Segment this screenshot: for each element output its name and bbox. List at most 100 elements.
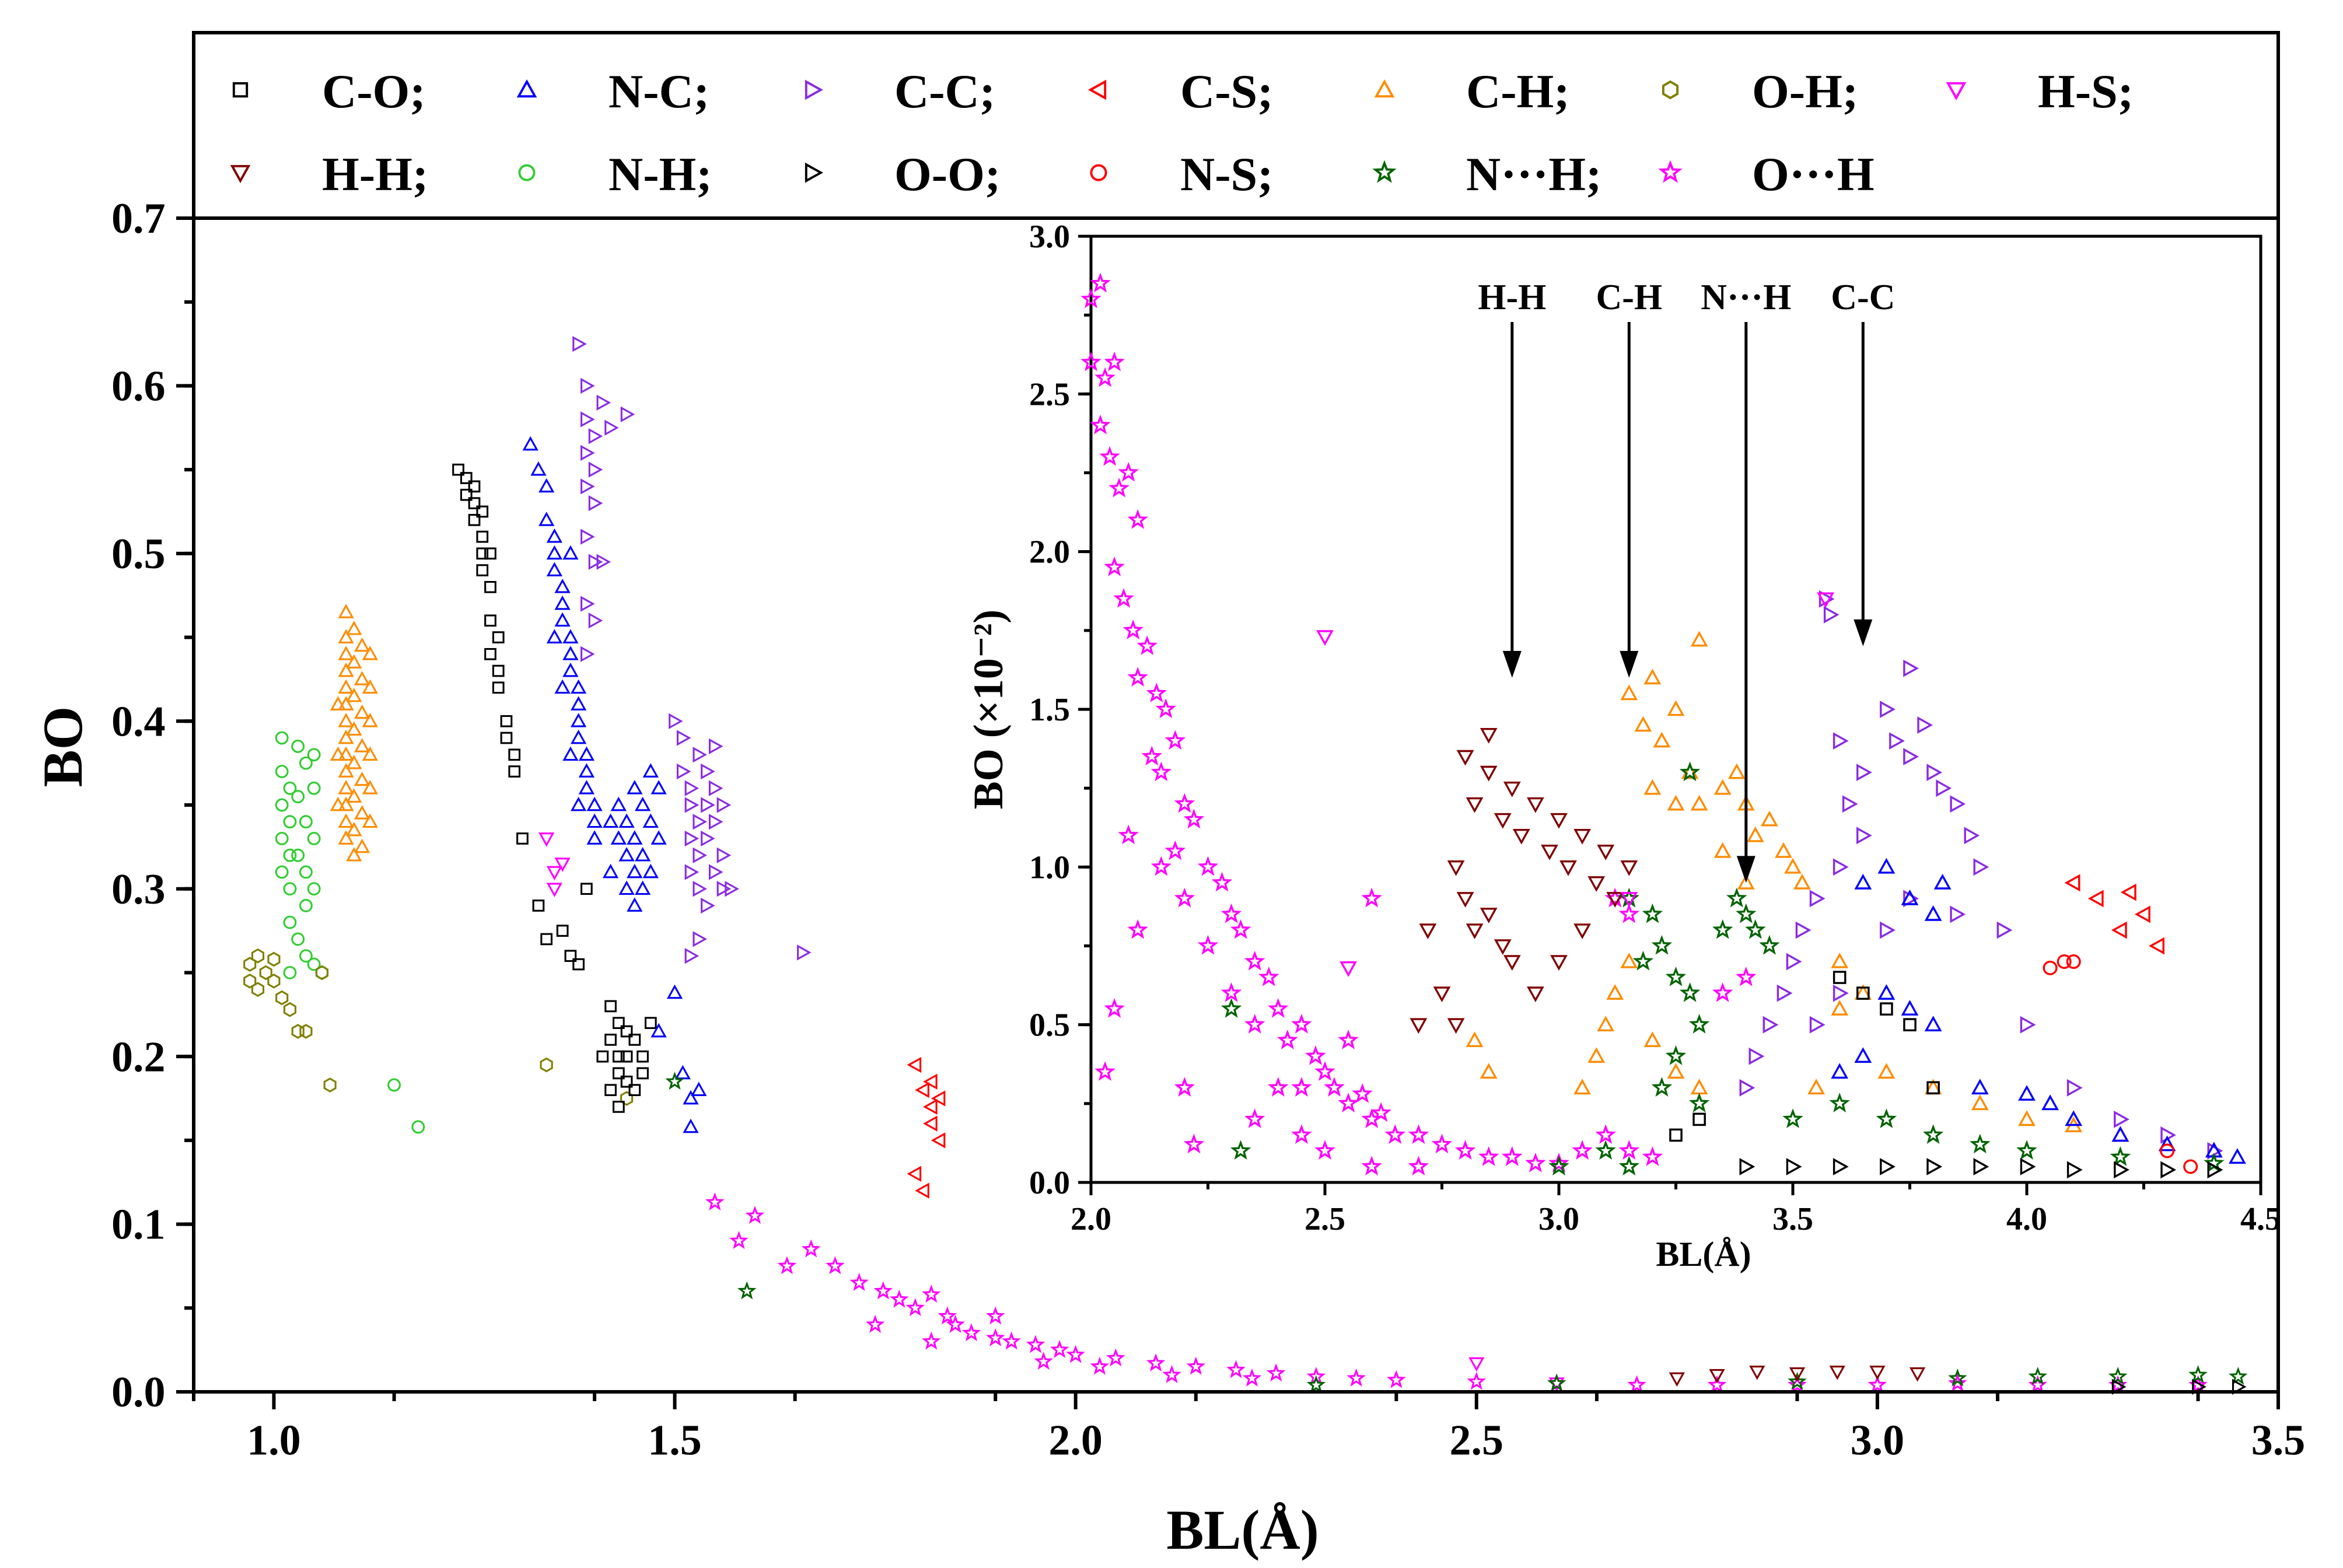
inset-point-h-h-9 xyxy=(1550,813,1568,829)
inset-point-n-dots-h-11 xyxy=(1712,919,1733,939)
inset-point-n-dots-h-15 xyxy=(1759,935,1780,955)
main-point-c-o-3 xyxy=(468,480,481,493)
inset-point-n-c-5 xyxy=(1877,984,1896,1000)
main-point-c-h-16 xyxy=(346,688,362,702)
legend-item-n-h: N-H; xyxy=(518,148,712,201)
main-point-o-h-4 xyxy=(259,965,272,981)
main-point-c-c-24 xyxy=(693,747,707,763)
inset-frame xyxy=(1089,235,2262,1184)
main-point-n-c-46 xyxy=(602,813,619,828)
legend-marker-n-h xyxy=(518,164,536,181)
main-point-n-c-14 xyxy=(570,679,587,694)
inset-point-c-h-28 xyxy=(1831,952,1849,968)
inset-point-c-c-4 xyxy=(1856,764,1872,781)
inset-point-o-dots-h-37 xyxy=(1305,1045,1326,1065)
inset-point-n-c-17 xyxy=(2229,1148,2246,1164)
inset-point-h-h-0 xyxy=(1456,750,1474,766)
inset-point-c-c-31 xyxy=(2066,1079,2083,1097)
inset-point-o-dots-h-27 xyxy=(1221,903,1242,923)
inset-point-c-h-18 xyxy=(1713,842,1732,858)
inset-point-o-dots-h-59 xyxy=(1127,919,1148,939)
inset-point-n-dots-h-13 xyxy=(1736,903,1757,923)
main-point-c-c-38 xyxy=(716,881,732,897)
main-point-c-o-12 xyxy=(484,614,496,627)
inset-point-c-h-31 xyxy=(1807,1079,1825,1095)
inset-point-c-o-5 xyxy=(1692,1112,1706,1126)
main-point-n-c-47 xyxy=(651,1023,667,1038)
inset-point-n-dots-h-22 xyxy=(2110,1146,2131,1166)
inset-point-n-dots-h-7 xyxy=(1688,1014,1710,1034)
main-point-c-c-42 xyxy=(797,944,812,961)
main-point-n-c-29 xyxy=(610,830,627,845)
main-point-c-c-22 xyxy=(684,830,700,847)
main-point-h-h-2 xyxy=(1789,1367,1806,1382)
inset-point-c-c-3 xyxy=(1833,732,1849,750)
inset-point-n-dots-h-6 xyxy=(1679,982,1701,1002)
main-point-o-dots-h-3 xyxy=(777,1256,797,1275)
main-point-n-h-21 xyxy=(291,932,305,946)
inset-point-c-s-3 xyxy=(2120,883,2136,901)
main-point-o-dots-h-2 xyxy=(745,1206,765,1224)
main-point-c-s-8 xyxy=(915,1182,929,1199)
main-point-o-dots-h-23 xyxy=(1266,1363,1286,1382)
inset-y-tick-label-2-5: 2.5 xyxy=(1029,376,1070,412)
inset-point-c-c-24 xyxy=(1809,1016,1826,1034)
main-point-c-h-13 xyxy=(338,830,354,845)
inset-point-o-dots-h-58 xyxy=(1104,998,1125,1018)
inset-point-o-o-9 xyxy=(2160,1161,2177,1179)
main-point-c-h-6 xyxy=(338,713,354,727)
inset-point-c-c-6 xyxy=(1889,732,1905,750)
legend-label-h-s: H-S; xyxy=(2038,65,2134,118)
main-y-tick-label-0-4: 0.4 xyxy=(111,698,166,746)
inset-point-c-c-28 xyxy=(1950,905,1966,923)
main-point-n-c-22 xyxy=(586,813,603,828)
main-point-n-h-9 xyxy=(291,739,305,753)
main-point-n-h-24 xyxy=(307,957,321,971)
legend-item-c-c: C-C; xyxy=(805,65,995,118)
legend-item-o-dots-h: O···H xyxy=(1658,148,1875,201)
main-point-n-c-52 xyxy=(691,1082,707,1096)
inset-point-o-dots-h-11 xyxy=(1113,588,1134,608)
main-point-n-c-17 xyxy=(570,729,587,744)
main-x-tick-label-1-5: 1.5 xyxy=(648,1417,702,1465)
inset-point-n-c-15 xyxy=(2158,1135,2176,1152)
annotation-c-h: C-H xyxy=(1596,278,1662,678)
main-point-n-c-18 xyxy=(578,746,595,761)
inset-y-tick-label-2-0: 2.0 xyxy=(1029,534,1070,570)
main-point-n-c-19 xyxy=(578,763,595,778)
inset-point-c-h-22 xyxy=(1597,1016,1615,1032)
main-point-c-c-29 xyxy=(701,797,715,813)
main-y-tick-label-0-7: 0.7 xyxy=(111,195,166,243)
inset-point-n-dots-h-14 xyxy=(1745,919,1766,939)
legend-item-o-o: O-O; xyxy=(805,148,1001,201)
main-point-n-c-24 xyxy=(554,679,571,694)
inset-point-o-dots-h-29 xyxy=(1230,919,1251,939)
main-point-c-o-11 xyxy=(484,580,496,593)
main-point-c-c-25 xyxy=(693,814,707,830)
main-point-c-o-27 xyxy=(580,883,593,895)
inset-point-n-c-4 xyxy=(1933,873,1952,890)
main-point-c-h-29 xyxy=(362,646,378,660)
inset-point-n-dots-h-10 xyxy=(1688,1093,1710,1112)
inset-point-c-h-17 xyxy=(1793,873,1811,890)
inset-point-o-o-3 xyxy=(1880,1158,1896,1175)
main-point-h-s-4 xyxy=(1468,1357,1485,1372)
main-point-o-h-6 xyxy=(267,951,281,967)
main-point-n-c-42 xyxy=(642,863,659,878)
main-x-tick-label-2-0: 2.0 xyxy=(1048,1417,1103,1465)
inset-point-o-dots-h-73 xyxy=(1712,982,1733,1002)
inset-point-c-c-21 xyxy=(1763,1016,1779,1034)
inset-point-o-dots-h-5 xyxy=(1090,414,1111,435)
inset-point-o-dots-h-68 xyxy=(1314,1140,1335,1160)
main-point-c-h-33 xyxy=(362,780,378,794)
main-point-c-h-11 xyxy=(338,796,354,811)
legend-label-c-s: C-S; xyxy=(1180,65,1273,118)
main-point-o-h-1 xyxy=(243,974,257,989)
main-point-o-dots-h-15 xyxy=(1002,1331,1021,1350)
main-point-n-dots-h-9 xyxy=(2229,1367,2248,1385)
main-y-tick-label-0-1: 0.1 xyxy=(111,1201,166,1249)
inset-point-o-o-7 xyxy=(2066,1161,2083,1179)
main-point-c-c-7 xyxy=(604,419,619,436)
main-point-c-h-20 xyxy=(346,821,362,836)
inset-point-h-h-15 xyxy=(1620,860,1638,876)
